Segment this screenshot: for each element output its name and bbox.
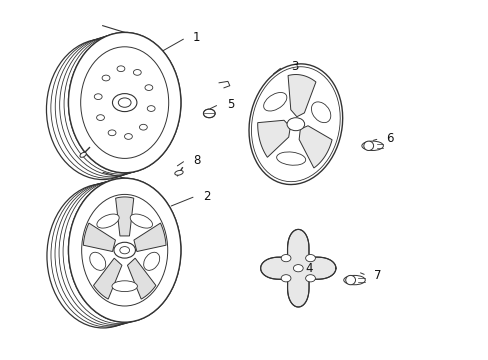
Text: 2: 2	[203, 190, 210, 203]
Ellipse shape	[112, 281, 137, 292]
Ellipse shape	[363, 141, 373, 150]
Polygon shape	[287, 75, 315, 117]
Text: 4: 4	[305, 262, 312, 275]
Circle shape	[102, 75, 110, 81]
Circle shape	[118, 98, 131, 107]
Circle shape	[147, 105, 155, 111]
Polygon shape	[83, 223, 115, 252]
Ellipse shape	[174, 170, 183, 175]
Text: 3: 3	[290, 60, 298, 73]
Text: 6: 6	[386, 132, 393, 145]
Text: 7: 7	[373, 269, 381, 282]
Text: 5: 5	[227, 98, 234, 111]
Circle shape	[144, 85, 152, 90]
Circle shape	[133, 69, 141, 75]
Text: 1: 1	[193, 31, 200, 44]
Circle shape	[112, 94, 137, 112]
Ellipse shape	[46, 39, 159, 180]
Circle shape	[203, 109, 215, 118]
Circle shape	[97, 115, 104, 121]
Ellipse shape	[311, 102, 330, 123]
Circle shape	[281, 255, 290, 262]
Circle shape	[117, 66, 124, 72]
Ellipse shape	[89, 252, 105, 270]
Circle shape	[120, 247, 129, 254]
Circle shape	[305, 255, 315, 262]
Ellipse shape	[248, 64, 342, 185]
Ellipse shape	[68, 178, 181, 322]
Circle shape	[139, 124, 147, 130]
Ellipse shape	[361, 141, 383, 150]
Polygon shape	[257, 120, 290, 157]
Ellipse shape	[263, 93, 286, 111]
Ellipse shape	[343, 275, 365, 285]
Ellipse shape	[68, 32, 181, 173]
Text: 8: 8	[193, 154, 200, 167]
Ellipse shape	[276, 152, 305, 165]
Ellipse shape	[80, 152, 86, 157]
Polygon shape	[299, 126, 331, 168]
Polygon shape	[93, 258, 122, 299]
Circle shape	[305, 275, 315, 282]
Polygon shape	[115, 197, 134, 236]
Polygon shape	[127, 258, 156, 299]
Ellipse shape	[130, 214, 152, 228]
Circle shape	[281, 275, 290, 282]
Circle shape	[286, 118, 304, 131]
Circle shape	[94, 94, 102, 100]
Circle shape	[124, 134, 132, 139]
Polygon shape	[260, 229, 335, 307]
Ellipse shape	[97, 214, 119, 228]
Ellipse shape	[47, 184, 159, 328]
Circle shape	[293, 265, 303, 272]
Polygon shape	[134, 223, 166, 252]
Circle shape	[114, 242, 135, 258]
Ellipse shape	[345, 275, 355, 285]
Circle shape	[108, 130, 116, 136]
Ellipse shape	[143, 252, 160, 270]
